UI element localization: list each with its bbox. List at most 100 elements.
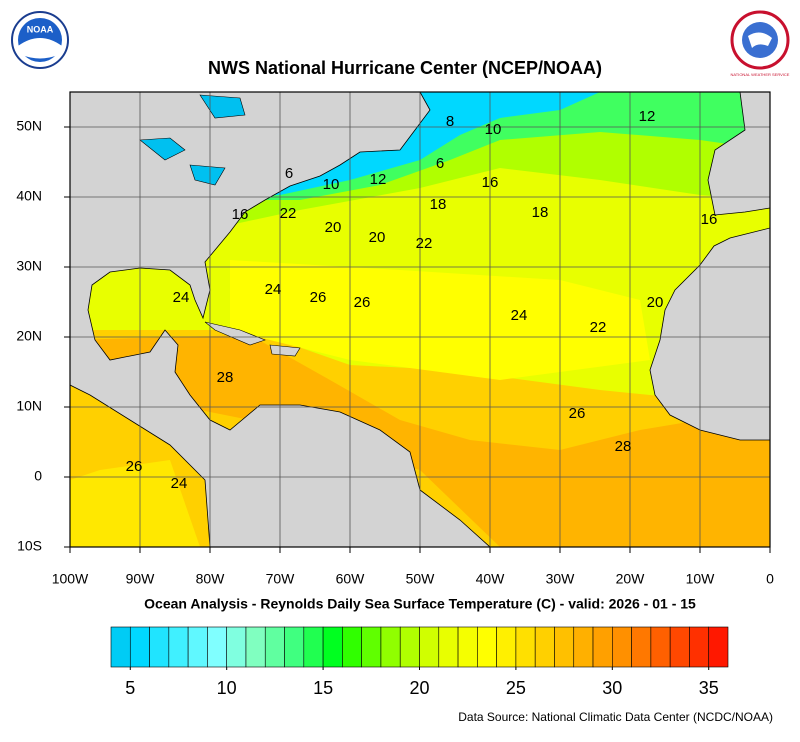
- colorbar-swatch: [149, 626, 170, 668]
- x-tick-label: 40W: [476, 571, 506, 587]
- colorbar-swatch: [457, 626, 478, 668]
- colorbar-swatch: [592, 626, 613, 668]
- contour-label: 6: [285, 165, 293, 182]
- colorbar-swatch: [264, 626, 285, 668]
- colorbar-swatch: [419, 626, 440, 668]
- colorbar-swatch: [515, 626, 536, 668]
- colorbar-swatch: [496, 626, 517, 668]
- contour-label: 18: [430, 196, 447, 213]
- colorbar-swatch: [534, 626, 555, 668]
- africa: [649, 227, 770, 441]
- contour-label: 28: [217, 369, 234, 386]
- colorbar-swatch: [284, 626, 305, 668]
- contour-label: 18: [532, 204, 549, 221]
- colorbar-swatch: [708, 626, 729, 668]
- contour-label: 26: [354, 294, 371, 311]
- x-tick-label: 90W: [126, 571, 156, 587]
- contour-label: 12: [639, 108, 656, 125]
- colorbar-swatch: [380, 626, 401, 668]
- colorbar-swatch: [110, 626, 131, 668]
- colorbar-swatch: [554, 626, 575, 668]
- contour-label: 26: [310, 289, 327, 306]
- colorbar-swatch: [207, 626, 227, 668]
- y-tick-label: 30N: [16, 258, 42, 274]
- colorbar-label: 15: [313, 678, 333, 698]
- colorbar-label: 10: [217, 678, 237, 698]
- pacific-water: [70, 460, 200, 547]
- contour-label: 20: [325, 219, 342, 236]
- colorbar-swatch: [612, 626, 632, 668]
- x-tick-label: 50W: [406, 571, 436, 587]
- colorbar-swatch: [573, 626, 594, 668]
- contour-label: 22: [590, 319, 607, 336]
- colorbar-label: 5: [125, 678, 135, 698]
- x-tick-label: 0: [766, 571, 774, 587]
- x-tick-label: 70W: [266, 571, 296, 587]
- colorbar-swatch: [187, 626, 208, 668]
- contour-label: 16: [232, 206, 249, 223]
- colorbar-swatch: [303, 626, 324, 668]
- colorbar-swatch: [361, 626, 382, 668]
- contour-label: 20: [369, 229, 386, 246]
- title: NWS National Hurricane Center (NCEP/NOAA…: [208, 58, 602, 78]
- nws-logo-text: NATIONAL WEATHER SERVICE: [731, 72, 790, 77]
- x-tick-label: 20W: [616, 571, 646, 587]
- noaa-logo-text: NOAA: [27, 24, 54, 34]
- colorbar-swatch: [342, 626, 362, 668]
- colorbar-swatch: [245, 626, 266, 668]
- contour-label: 20: [647, 294, 664, 311]
- colorbar-swatch: [129, 626, 150, 668]
- noaa-logo: NOAA: [11, 11, 69, 69]
- y-tick-label: 0: [34, 468, 42, 484]
- y-tick-label: 10N: [16, 398, 42, 414]
- contour-label: 22: [280, 205, 297, 222]
- colorbar-swatch: [669, 626, 690, 668]
- y-tick-label: 20N: [16, 328, 42, 344]
- colorbar-swatch: [631, 626, 652, 668]
- x-tick-label: 80W: [196, 571, 226, 587]
- y-tick-label: 10S: [17, 538, 42, 554]
- colorbar-swatch: [438, 626, 459, 668]
- colorbar-label: 25: [506, 678, 526, 698]
- colorbar-label: 30: [602, 678, 622, 698]
- americas: [70, 92, 491, 547]
- subtropical-water: [230, 260, 650, 380]
- nws-logo: NATIONAL WEATHER SERVICE: [730, 10, 790, 77]
- contour-label: 16: [701, 211, 718, 228]
- x-tick-label: 10W: [686, 571, 716, 587]
- y-tick-label: 50N: [16, 118, 42, 134]
- colorbar-swatch: [168, 626, 189, 668]
- europe: [707, 92, 770, 216]
- contour-label: 10: [485, 121, 502, 138]
- contour-label: 24: [173, 289, 190, 306]
- colorbar-label: 35: [699, 678, 719, 698]
- contour-label: 26: [569, 405, 586, 422]
- subtitle: Ocean Analysis - Reynolds Daily Sea Surf…: [144, 596, 696, 612]
- y-tick-label: 40N: [16, 188, 42, 204]
- contour-labels: 8 10 12 6 10 12 6 16 16 22 18 18 16 20 20 22 24 24 26 26 24 2…: [126, 108, 718, 492]
- contour-label: 28: [615, 438, 632, 455]
- colorbar-swatch: [650, 626, 671, 668]
- x-tick-label: 60W: [336, 571, 366, 587]
- colorbar-swatch: [689, 626, 710, 668]
- contour-label: 26: [126, 458, 143, 475]
- data-source: Data Source: National Climatic Data Cent…: [458, 710, 773, 724]
- colorbar-label: 20: [409, 678, 429, 698]
- contour-label: 10: [323, 176, 340, 193]
- colorbar-swatch: [477, 626, 497, 668]
- contour-label: 24: [265, 281, 282, 298]
- contour-label: 22: [416, 235, 433, 252]
- contour-label: 12: [370, 171, 387, 188]
- axes: 100W 90W 80W 70W 60W 50W 40W 30W 20W 10W 0 10S 0 10N 2…: [16, 118, 774, 587]
- islands: [204, 321, 301, 357]
- contour-label: 24: [511, 307, 528, 324]
- contour-label: 24: [171, 475, 188, 492]
- contour-label: 16: [482, 174, 499, 191]
- colorbar-swatch: [226, 626, 247, 668]
- colorbar-swatch: [322, 626, 343, 668]
- colorbar: 5 10 15 20 25 30 35: [110, 626, 729, 698]
- contour-label: 8: [446, 113, 454, 130]
- colorbar-swatch: [399, 626, 420, 668]
- x-tick-label: 100W: [52, 571, 89, 587]
